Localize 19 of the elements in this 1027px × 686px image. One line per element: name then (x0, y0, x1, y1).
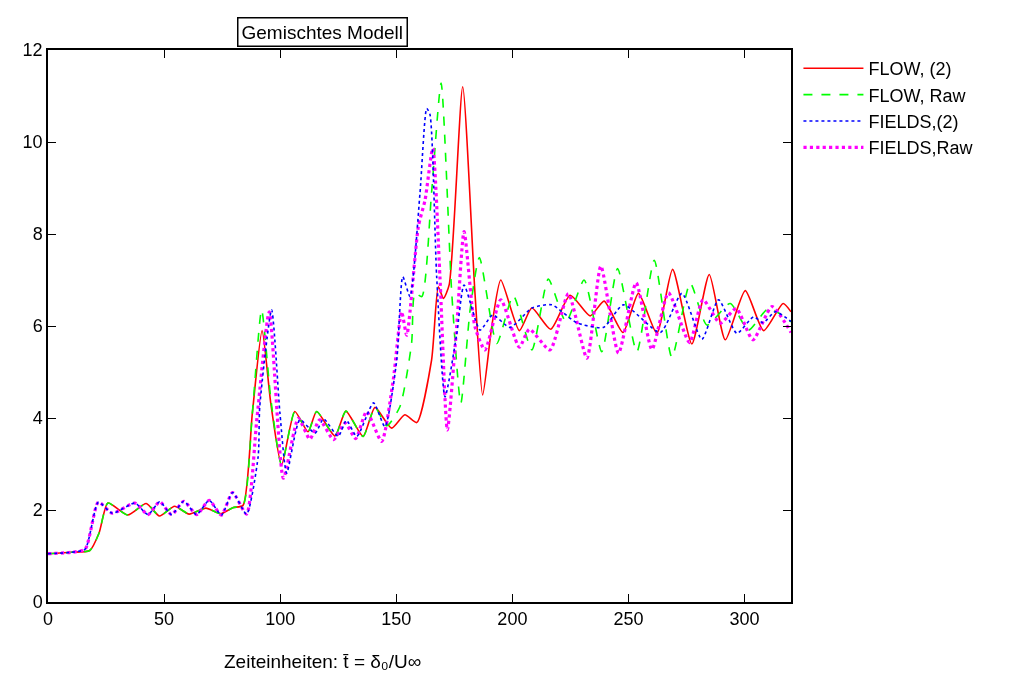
legend-label: FLOW, (2) (868, 59, 952, 80)
y-tick-label: 0 (32, 592, 43, 613)
y-tick-label: 12 (22, 40, 43, 61)
y-tick-label: 8 (32, 224, 43, 245)
y-tick-label: 4 (32, 408, 43, 429)
y-tick-label: 10 (22, 132, 43, 153)
x-axis-title: Zeiteinheiten: t̄ = δ₀/U∞ (224, 651, 422, 672)
legend-label: FIELDS,(2) (868, 112, 959, 133)
x-tick-label: 100 (265, 609, 296, 630)
x-tick-label: 150 (381, 609, 412, 630)
legend-label: FLOW, Raw (868, 85, 967, 106)
legend-label: FIELDS,Raw (868, 138, 974, 159)
x-tick-label: 50 (154, 609, 175, 630)
chart-title: Gemischtes Modell (241, 21, 404, 43)
y-tick-label: 6 (32, 316, 43, 337)
x-tick-label: 200 (497, 609, 528, 630)
x-tick-label: 300 (729, 609, 760, 630)
y-tick-label: 2 (32, 500, 43, 521)
x-tick-label: 250 (613, 609, 644, 630)
